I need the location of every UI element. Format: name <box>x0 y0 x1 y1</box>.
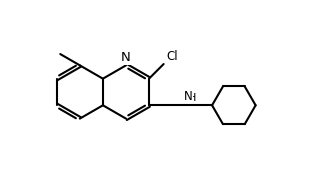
Text: N: N <box>184 90 193 103</box>
Text: Cl: Cl <box>166 50 178 63</box>
Text: N: N <box>121 51 131 64</box>
Text: H: H <box>188 93 196 103</box>
